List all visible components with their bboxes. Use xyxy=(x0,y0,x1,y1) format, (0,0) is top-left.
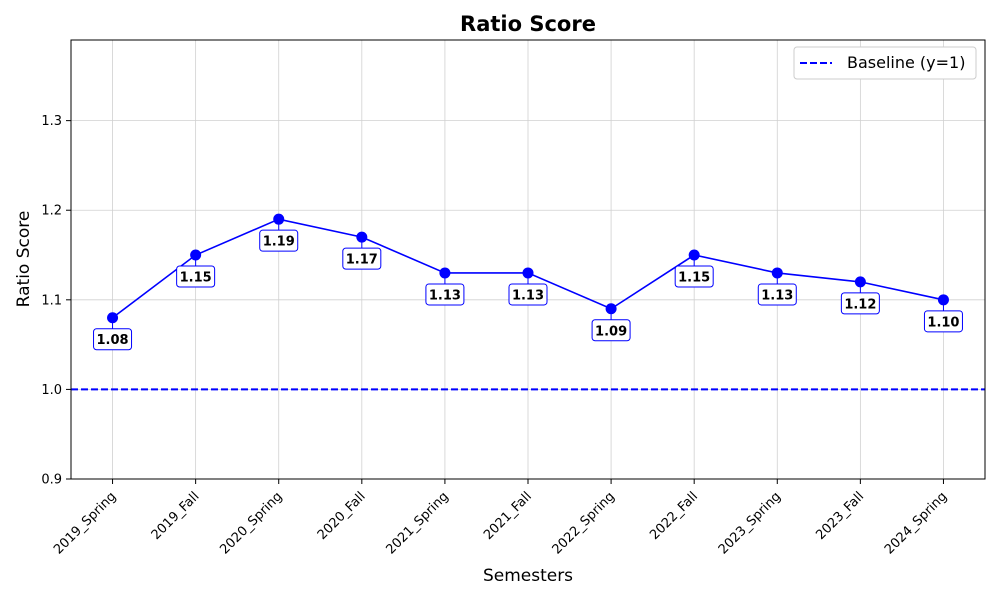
data-label: 1.13 xyxy=(429,288,461,303)
y-tick-label: 1.1 xyxy=(41,293,62,308)
data-labels: 1.08 1.15 1.19 1.17 1.13 1.13 1.09 1.15 1.13 1.12… xyxy=(93,219,963,351)
data-label: 1.08 xyxy=(97,333,129,348)
data-point xyxy=(688,249,700,261)
data-label: 1.13 xyxy=(761,288,793,303)
data-label: 1.10 xyxy=(927,315,959,330)
data-label-box xyxy=(259,229,299,252)
data-label-box xyxy=(176,265,216,288)
legend: Baseline (y=1) xyxy=(793,46,977,80)
data-label: 1.09 xyxy=(595,324,627,339)
y-tick-label: 1.0 xyxy=(41,383,62,398)
data-label-box xyxy=(342,247,382,270)
data-label-box xyxy=(923,310,963,333)
y-tick-label: 0.9 xyxy=(41,473,62,488)
y-axis-label: Ratio Score xyxy=(14,211,34,308)
x-axis-label: Semesters xyxy=(483,566,573,586)
data-label-box xyxy=(840,292,880,315)
data-point xyxy=(190,249,202,261)
legend-baseline-label: Baseline (y=1) xyxy=(847,53,965,72)
y-tick-label: 1.2 xyxy=(41,204,62,219)
y-tick-label: 1.3 xyxy=(41,114,62,129)
data-label: 1.17 xyxy=(346,253,378,268)
data-label-box xyxy=(93,328,133,351)
data-label-box xyxy=(757,283,797,306)
data-label: 1.19 xyxy=(263,235,295,250)
data-label-box xyxy=(591,319,631,342)
data-label: 1.15 xyxy=(180,271,212,286)
data-label-box xyxy=(508,283,548,306)
data-label-box xyxy=(674,265,714,288)
chart-title: Ratio Score xyxy=(460,12,596,36)
data-label-box xyxy=(425,283,465,306)
data-label: 1.12 xyxy=(844,297,876,312)
legend-box xyxy=(793,46,977,80)
data-label: 1.13 xyxy=(512,288,544,303)
data-label: 1.15 xyxy=(678,271,710,286)
